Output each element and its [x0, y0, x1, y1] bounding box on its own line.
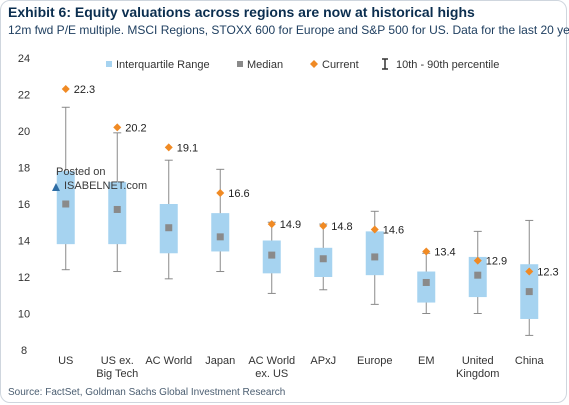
x-tick-label: APxJ: [310, 355, 336, 367]
current-value-label: 22.3: [74, 84, 95, 96]
x-tick-label: Europe: [357, 355, 392, 367]
x-tick-label: US: [58, 355, 73, 367]
current-marker: [473, 256, 482, 265]
y-tick-label: 14: [18, 236, 30, 248]
x-tick-label: Japan: [205, 355, 235, 367]
legend-iqr-swatch: [106, 61, 112, 67]
y-tick-label: 24: [18, 53, 30, 65]
y-axis: 8 10 12 14 16 18 20 22 24: [18, 53, 30, 357]
current-marker: [61, 85, 70, 94]
watermark-line2: ISABELNET.com: [64, 180, 148, 192]
legend-iqr-label: Interquartile Range: [116, 59, 210, 71]
chart-subtitle: 12m fwd P/E multiple. MSCI Regions, STOX…: [8, 23, 569, 37]
median-marker: [268, 251, 276, 259]
legend-current-marker: [310, 60, 318, 68]
current-value-label: 14.9: [280, 219, 301, 231]
current-value-label: 19.1: [177, 142, 198, 154]
current-marker: [370, 225, 379, 234]
median-marker: [474, 271, 482, 279]
median-marker: [422, 278, 430, 286]
x-tick-label: US ex.: [101, 355, 134, 367]
legend-percentile-icon: [382, 58, 388, 70]
y-tick-label: 20: [18, 126, 30, 138]
current-value-label: 12.3: [537, 267, 558, 279]
chart-title: Exhibit 6: Equity valuations across regi…: [8, 4, 475, 20]
x-tick-label: EM: [418, 355, 435, 367]
current-marker: [525, 267, 534, 276]
legend-median-swatch: [237, 61, 243, 67]
current-marker: [164, 143, 173, 152]
chart-marks: 22.3 20.2 19.1 16.6 14.9 14.8 14.6 13.4 12.9 12.3: [56, 84, 559, 336]
y-tick-label: 10: [18, 309, 30, 321]
x-tick-label: AC World: [248, 355, 295, 367]
chart-legend: Interquartile Range Median Current 10th - 9…: [106, 58, 499, 71]
current-value-label: 16.6: [228, 188, 249, 200]
median-marker: [165, 224, 173, 232]
current-value-label: 14.6: [383, 225, 404, 237]
watermark-line1: Posted on: [56, 166, 106, 178]
y-tick-label: 16: [18, 199, 30, 211]
source-note: Source: FactSet, Goldman Sachs Global In…: [8, 387, 286, 398]
current-value-label: 13.4: [434, 246, 455, 258]
x-tick-label: United: [462, 355, 494, 367]
x-tick-label: China: [515, 355, 545, 367]
y-tick-label: 8: [21, 345, 27, 357]
iqr-box: [365, 231, 384, 276]
current-marker: [267, 220, 276, 229]
median-marker: [371, 253, 379, 261]
iqr-box: [108, 182, 127, 245]
median-marker: [525, 288, 533, 296]
legend-percentile-label: 10th - 90th percentile: [396, 59, 499, 71]
y-tick-label: 18: [18, 163, 30, 175]
x-tick-label: AC World: [145, 355, 192, 367]
watermark-logo-icon: [52, 183, 60, 191]
iqr-box: [417, 271, 436, 303]
legend-median-label: Median: [247, 59, 283, 71]
x-tick-label: ex. US: [255, 368, 288, 380]
median-marker: [216, 233, 224, 241]
current-value-label: 20.2: [125, 122, 146, 134]
median-marker: [62, 200, 70, 208]
median-marker: [319, 255, 327, 263]
current-value-label: 12.9: [486, 256, 507, 268]
y-tick-label: 12: [18, 272, 30, 284]
current-marker: [216, 189, 225, 198]
y-tick-label: 22: [18, 90, 30, 102]
legend-current-label: Current: [322, 59, 359, 71]
current-value-label: 14.8: [331, 221, 352, 233]
x-tick-label: Big Tech: [96, 368, 138, 380]
current-marker: [422, 247, 431, 256]
iqr-box: [314, 247, 333, 277]
iqr-box: [211, 213, 230, 252]
iqr-box: [56, 171, 75, 245]
current-marker: [113, 123, 122, 132]
x-tick-label: Kingdom: [456, 368, 499, 380]
current-marker: [319, 221, 328, 230]
median-marker: [113, 205, 121, 213]
